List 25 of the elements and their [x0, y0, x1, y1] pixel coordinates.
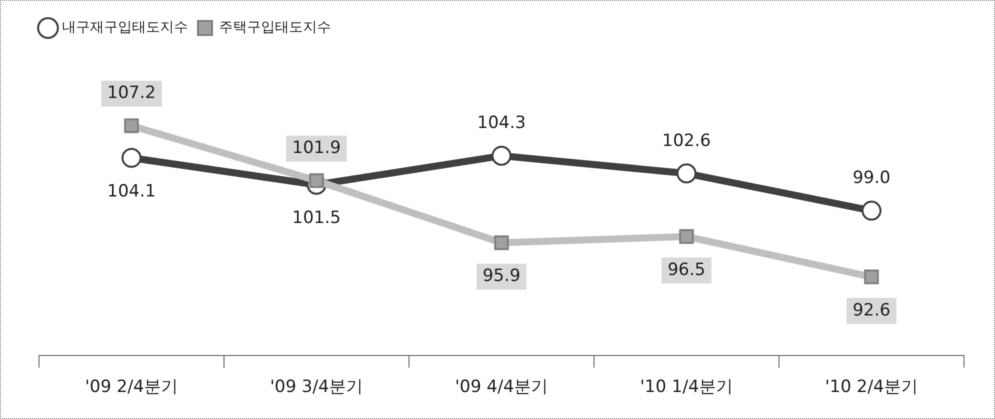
point — [679, 229, 694, 244]
data-label: 107.2 — [107, 83, 156, 104]
data-label: 92.6 — [852, 300, 890, 320]
data-label: 104.3 — [477, 113, 526, 134]
legend-label: 내구재구입태도지수 — [62, 20, 188, 36]
data-label: 102.6 — [662, 130, 711, 151]
point — [122, 148, 142, 168]
x-tick-label: '09 4/4분기 — [454, 377, 548, 398]
data-label: 99.0 — [852, 168, 890, 188]
data-label: 101.9 — [292, 138, 341, 158]
x-tick-label: '09 3/4분기 — [270, 377, 364, 398]
x-tick-label: '10 1/4분기 — [640, 377, 734, 398]
data-label: 95.9 — [482, 266, 520, 286]
data-label: 96.5 — [668, 260, 706, 280]
legend-label: 주택구입태도지수 — [219, 20, 331, 36]
point — [494, 235, 509, 250]
x-tick-label: '09 2/4분기 — [84, 377, 178, 398]
point — [864, 270, 879, 284]
x-tick-label: '10 2/4분기 — [824, 377, 918, 398]
point — [124, 118, 139, 134]
point — [492, 146, 512, 166]
data-label: 101.5 — [292, 208, 341, 228]
point — [862, 200, 882, 221]
point — [676, 163, 696, 184]
data-label: 104.1 — [107, 181, 156, 202]
